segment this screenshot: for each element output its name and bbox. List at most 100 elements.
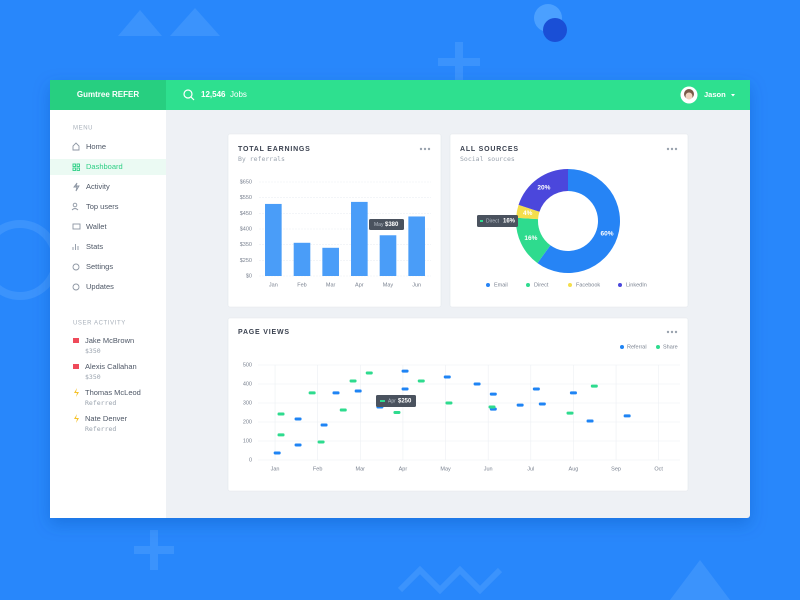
- activity-name[interactable]: Nate Denver: [85, 414, 128, 423]
- activity-name[interactable]: Jake McBrown: [85, 336, 134, 345]
- point: [349, 379, 357, 383]
- bar: [293, 242, 311, 276]
- legend-label: Email: [494, 282, 508, 288]
- x-tick-label: Apr: [399, 466, 408, 472]
- pie-slice: [516, 217, 551, 264]
- point: [516, 403, 524, 407]
- activity-name[interactable]: Thomas McLeod: [85, 388, 141, 397]
- y-tick-label: 100: [243, 438, 252, 444]
- tooltip: Direct 16%: [477, 215, 518, 227]
- point: [538, 402, 546, 406]
- point: [365, 371, 373, 375]
- slice-label: 20%: [537, 185, 550, 192]
- sidebar: [50, 110, 166, 518]
- legend-label: Facebook: [576, 282, 600, 288]
- point: [273, 451, 281, 455]
- x-tick-label: Apr: [355, 282, 364, 288]
- x-tick-label: Feb: [297, 282, 306, 288]
- menu-item[interactable]: Updates: [86, 282, 114, 291]
- y-tick-label: $250: [240, 258, 252, 264]
- card-menus[interactable]: [419, 147, 678, 334]
- caret: [731, 94, 735, 97]
- x-tick-label: May: [440, 466, 451, 472]
- legend-label: Direct: [534, 282, 549, 288]
- jobs-label: Jobs: [230, 90, 247, 99]
- menu-item[interactable]: Home: [86, 142, 106, 151]
- pie-slice: [537, 169, 620, 273]
- x-tick-label: Mar: [356, 466, 366, 472]
- legend-label: Referral: [627, 344, 647, 350]
- x-tick-label: Jul: [527, 466, 534, 472]
- menu-item[interactable]: Stats: [86, 242, 103, 251]
- legend-swatch: [620, 345, 624, 349]
- legend-swatch: [618, 283, 622, 287]
- x-tick-label: Aug: [569, 466, 579, 472]
- point: [443, 375, 451, 379]
- point: [401, 369, 409, 373]
- legend-swatch: [486, 283, 490, 287]
- point: [277, 433, 285, 437]
- menu-label: MENU: [73, 126, 93, 132]
- brand-area: [50, 80, 166, 110]
- decorations: [0, 4, 730, 600]
- point: [294, 417, 302, 421]
- point: [590, 384, 598, 388]
- point: [317, 440, 325, 444]
- activity-detail: Referred: [85, 425, 116, 433]
- x-tick-label: Jan: [269, 282, 278, 288]
- legend-swatch: [656, 345, 660, 349]
- card-title: PAGE VIEWS: [238, 329, 290, 336]
- menu-item[interactable]: Dashboard: [86, 162, 123, 171]
- x-tick-label: Jun: [484, 466, 493, 472]
- y-tick-label: $400: [240, 226, 252, 232]
- tooltip-value: $250: [398, 399, 412, 405]
- x-tick-label: Jun: [412, 282, 421, 288]
- slice-label: 16%: [524, 235, 537, 242]
- card-subtitle: Social sources: [460, 155, 515, 163]
- point: [489, 392, 497, 396]
- point: [445, 401, 453, 405]
- x-tick-label: Feb: [313, 466, 322, 472]
- menu-item[interactable]: Top users: [86, 202, 119, 211]
- active-item: [50, 159, 166, 175]
- pie-slice: [516, 204, 540, 220]
- bar: [379, 235, 397, 276]
- point: [308, 391, 316, 395]
- legend-label: Share: [663, 344, 678, 350]
- slice-label: 4%: [523, 210, 533, 217]
- bar: [351, 201, 368, 276]
- search-icon[interactable]: [183, 89, 193, 99]
- activity-detail: $350: [85, 347, 101, 355]
- legend-swatch: [526, 283, 530, 287]
- point: [401, 387, 409, 391]
- bar: [322, 247, 339, 276]
- bar: [265, 203, 282, 276]
- point: [294, 443, 302, 447]
- y-tick-label: $550: [240, 195, 252, 201]
- activity-label: USER ACTIVITY: [73, 321, 126, 327]
- y-tick-label: $650: [240, 179, 252, 185]
- activity-name[interactable]: Alexis Callahan: [85, 362, 137, 371]
- menu-icons: [71, 142, 81, 291]
- user-name[interactable]: Jason: [704, 90, 726, 99]
- menu-item[interactable]: Activity: [86, 182, 110, 191]
- point: [473, 382, 481, 386]
- point: [277, 412, 285, 416]
- legend-label: LinkedIn: [626, 282, 647, 288]
- card-subtitle: By referrals: [238, 155, 285, 163]
- point: [532, 387, 540, 391]
- y-tick-label: $0: [246, 273, 252, 279]
- brand[interactable]: Gumtree REFER: [77, 90, 139, 99]
- card-title: ALL SOURCES: [460, 146, 519, 153]
- x-tick-label: Jan: [271, 466, 280, 472]
- x-tick-label: May: [383, 282, 394, 288]
- card-title: TOTAL EARNINGS: [238, 146, 311, 153]
- y-tick-label: $350: [240, 242, 252, 248]
- activity-icons: [73, 338, 79, 423]
- top-bar: [50, 80, 750, 110]
- menu-item[interactable]: Wallet: [86, 222, 107, 231]
- search-icon: [190, 96, 195, 101]
- x-tick-label: Oct: [654, 466, 663, 472]
- menu-item[interactable]: Settings: [86, 262, 113, 271]
